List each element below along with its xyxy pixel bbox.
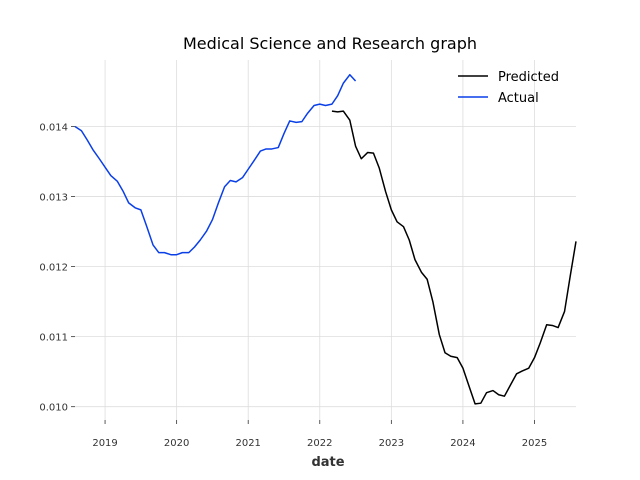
legend: Predicted Actual [458, 70, 559, 106]
x-axis-ticks: 2019 2020 2021 2022 2023 2024 2025 [92, 420, 547, 449]
y-tick-label: 0.012 [39, 263, 68, 274]
x-axis-label: date [311, 455, 344, 470]
x-tick-label: 2024 [450, 438, 475, 449]
x-tick-label: 2021 [235, 438, 260, 449]
x-tick-label: 2025 [522, 438, 547, 449]
y-tick-label: 0.013 [39, 193, 68, 204]
x-tick-label: 2019 [92, 438, 117, 449]
x-tick-label: 2023 [379, 438, 404, 449]
series-lines [74, 73, 577, 405]
y-axis-ticks: 0.010 0.011 0.012 0.013 0.014 [39, 123, 75, 414]
legend-label-predicted: Predicted [498, 70, 559, 85]
y-tick-label: 0.010 [39, 403, 68, 414]
x-tick-label: 2022 [307, 438, 332, 449]
y-tick-label: 0.011 [39, 333, 68, 344]
chart-title: Medical Science and Research graph [183, 34, 477, 53]
series-line-actual [74, 73, 357, 256]
grid [75, 60, 576, 420]
y-tick-label: 0.014 [39, 123, 68, 134]
x-tick-label: 2020 [164, 438, 189, 449]
series-line-predicted [331, 110, 577, 405]
legend-label-actual: Actual [498, 91, 539, 106]
